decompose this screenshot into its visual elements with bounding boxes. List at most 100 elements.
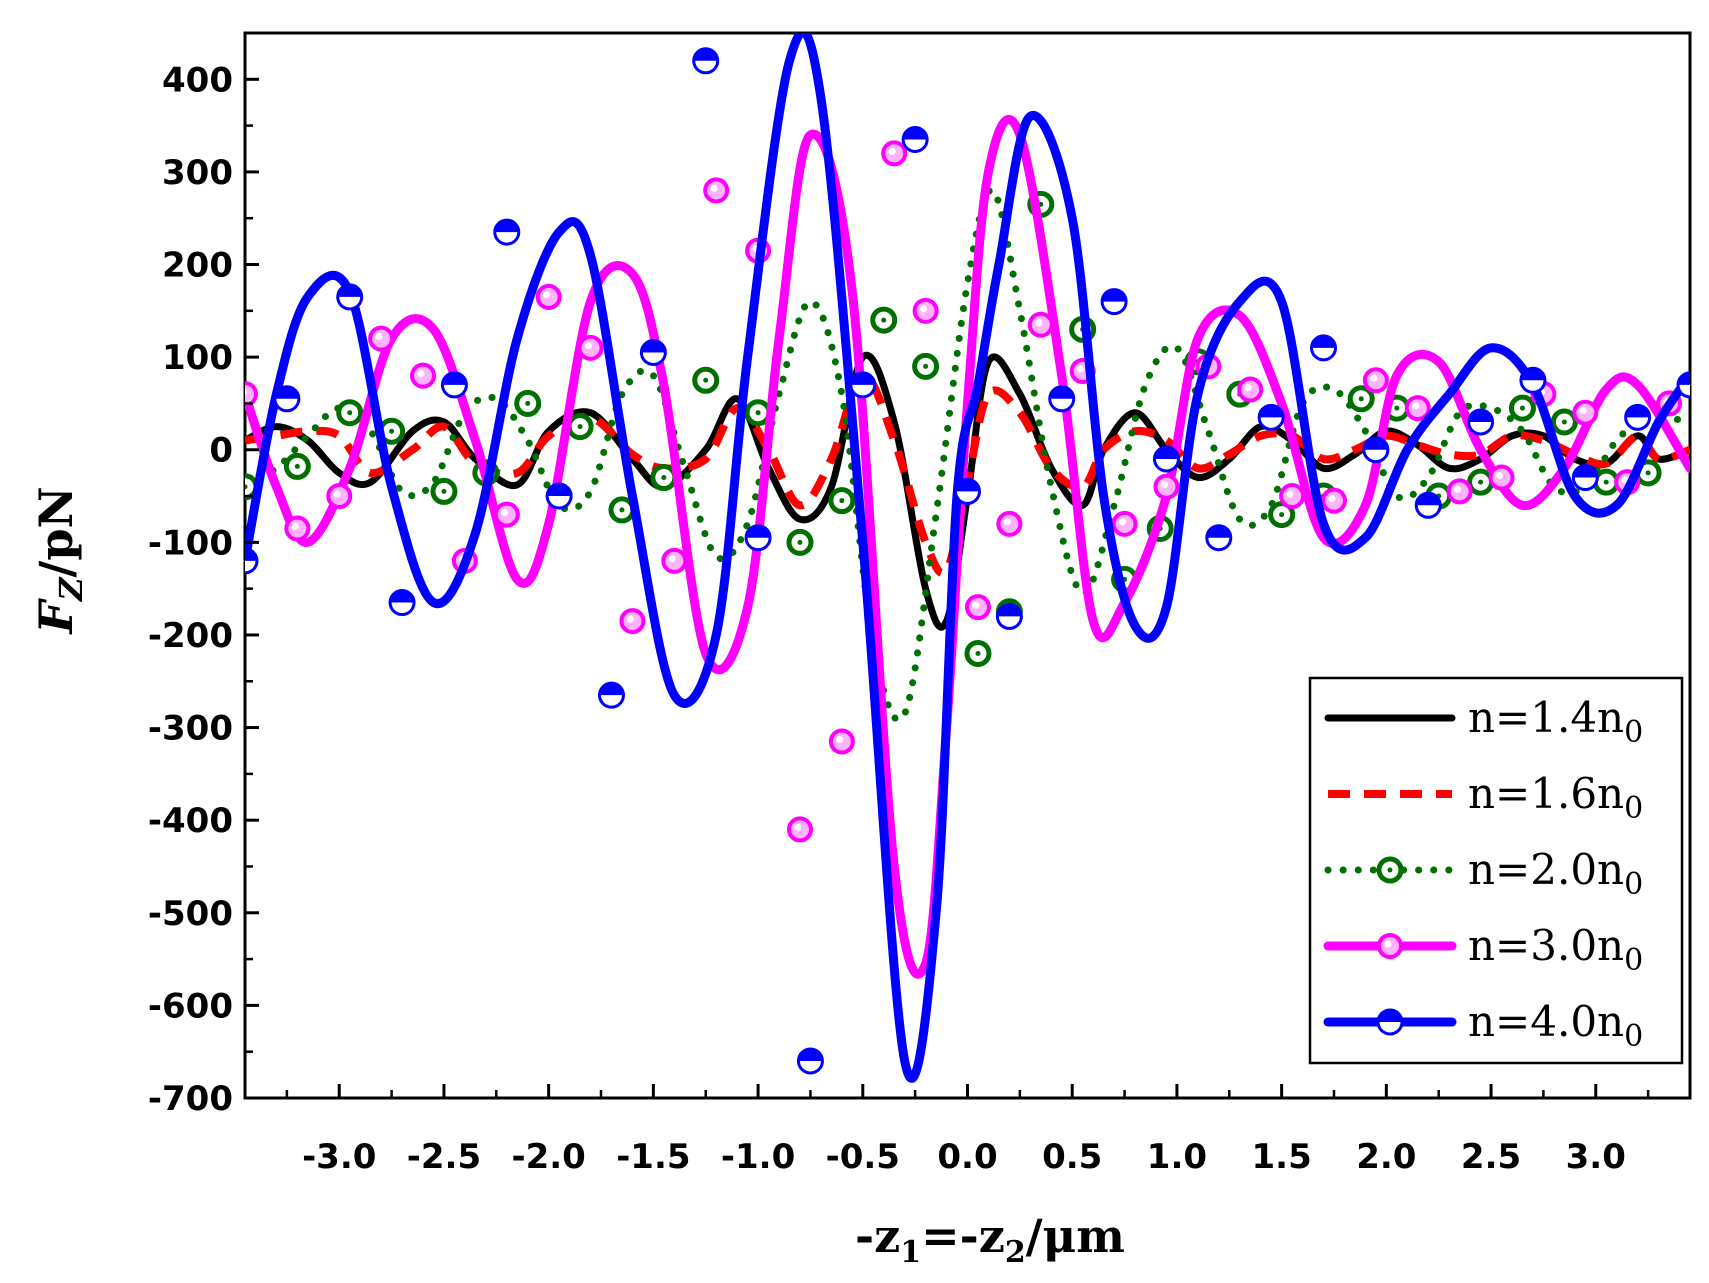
series-layer [245, 33, 1690, 1083]
series-marker-center [619, 507, 625, 513]
series-marker-center [577, 424, 583, 430]
series-marker-fill [693, 48, 718, 61]
series-marker-fill [494, 220, 519, 233]
series-marker-fill [337, 284, 362, 297]
series-marker-fill [1154, 447, 1179, 459]
series-marker-highlight [1579, 407, 1587, 415]
series-marker-fill [798, 1048, 823, 1061]
x-axis-title-sub2: 2 [1005, 1235, 1026, 1270]
y-tick-label: 200 [162, 246, 233, 286]
legend-marker-fill [1378, 1010, 1402, 1022]
series-marker-highlight [375, 333, 383, 341]
y-tick-label: 300 [162, 153, 233, 193]
legend-entry: n=4.0n0 [1323, 997, 1643, 1054]
series-marker-highlight [291, 522, 299, 530]
series-marker-highlight [1035, 319, 1043, 327]
legend-label: n=4.0n0 [1468, 997, 1643, 1054]
svg-text:-z1=-z2/μm: -z1=-z2/μm [855, 1209, 1125, 1270]
series-marker-fill [245, 548, 257, 561]
series-marker-fill [1468, 409, 1493, 422]
x-tick-label: -0.5 [826, 1137, 900, 1177]
legend-label-sub: 0 [1624, 867, 1643, 902]
series-marker-highlight [1077, 365, 1085, 373]
legend-marker-highlight [1384, 940, 1392, 948]
legend-label-sub: 0 [1624, 715, 1643, 750]
series-marker-highlight [626, 615, 634, 623]
series-marker-fill [1259, 405, 1284, 418]
series-marker-center [1519, 405, 1525, 411]
series-marker-center [1603, 479, 1609, 485]
x-axis-title-unit: /μm [1026, 1209, 1125, 1263]
series-marker-center [347, 410, 353, 416]
series-marker-highlight [1244, 384, 1252, 392]
legend-entry: n=1.4n0 [1324, 693, 1643, 750]
series-marker-highlight [1119, 518, 1127, 526]
series-marker-center [245, 484, 248, 490]
y-tick-label: -200 [148, 616, 233, 656]
series-marker-highlight [1286, 490, 1294, 498]
series-marker-highlight [836, 735, 844, 743]
y-tick-label: -400 [148, 801, 233, 841]
legend-label-main: n=1.4n [1468, 693, 1624, 742]
series-marker-fill [547, 484, 572, 497]
series-marker-fill [1678, 372, 1690, 385]
legend-label-sub: 0 [1624, 943, 1643, 978]
y-tick-label: -100 [148, 523, 233, 563]
series-marker-fill [1625, 405, 1650, 418]
x-axis-title: -z1=-z2/μm [855, 1209, 1125, 1270]
x-tick-label: 2.5 [1461, 1137, 1521, 1177]
x-axis-title-sub1: 1 [900, 1235, 921, 1270]
series-marker-highlight [920, 305, 928, 313]
legend-label: n=1.4n0 [1468, 693, 1643, 750]
series-marker-fill [1311, 335, 1336, 348]
legend-label-sub: 0 [1624, 791, 1643, 826]
legend-entry: n=1.6n0 [1328, 769, 1643, 826]
y-tick-label: -500 [148, 894, 233, 934]
x-tick-label: -3.0 [302, 1137, 376, 1177]
legend-entry: n=2.0n0 [1324, 845, 1643, 902]
y-axis: 400 300 200 100 0 -100 -200 -300 -400 -500 -600 -70… [148, 60, 259, 1119]
y-axis-title-sub: Z [52, 576, 90, 603]
series-marker-fill [746, 525, 771, 538]
legend-entry: n=3.0n0 [1323, 921, 1643, 978]
series-marker-highlight [1496, 472, 1504, 480]
x-tick-label: -1.0 [721, 1137, 795, 1177]
x-tick-label: -2.5 [407, 1137, 481, 1177]
x-tick-label: 1.5 [1252, 1137, 1312, 1177]
series-marker-fill [1049, 386, 1074, 399]
legend-label: n=1.6n0 [1468, 769, 1643, 826]
series-marker-fill [1520, 368, 1545, 381]
series-marker-center [1561, 419, 1567, 425]
series-line [245, 33, 1690, 1083]
y-tick-label: 0 [209, 431, 233, 471]
series-marker-fill [1573, 465, 1598, 478]
series-marker-center [1394, 405, 1400, 411]
series-2 [245, 371, 1690, 578]
x-axis-title-part2: =-z [921, 1209, 1005, 1263]
series-marker-highlight [417, 370, 425, 378]
series-marker-center [923, 363, 929, 369]
series-marker [245, 381, 258, 408]
series-marker-center [661, 475, 667, 481]
series-marker-highlight [1160, 481, 1168, 489]
series-marker-fill [955, 479, 980, 492]
series-marker-center [525, 400, 531, 406]
series-marker-highlight [543, 291, 551, 299]
series-line [245, 371, 1690, 578]
series-marker-highlight [1328, 495, 1336, 503]
series-marker-highlight [1370, 374, 1378, 382]
series-marker-center [1478, 479, 1484, 485]
series-marker-highlight [1003, 518, 1011, 526]
legend-label-main: n=3.0n [1468, 921, 1624, 970]
series-marker-fill [850, 372, 875, 385]
legend-label-sub: 0 [1624, 1019, 1643, 1054]
series-marker-center [839, 498, 845, 504]
y-tick-label: -300 [148, 709, 233, 749]
y-tick-label: 100 [162, 338, 233, 378]
series-marker-fill [997, 604, 1022, 617]
series-marker-center [441, 488, 447, 494]
series-marker-fill [1416, 493, 1441, 506]
legend-label-main: n=2.0n [1468, 845, 1624, 894]
